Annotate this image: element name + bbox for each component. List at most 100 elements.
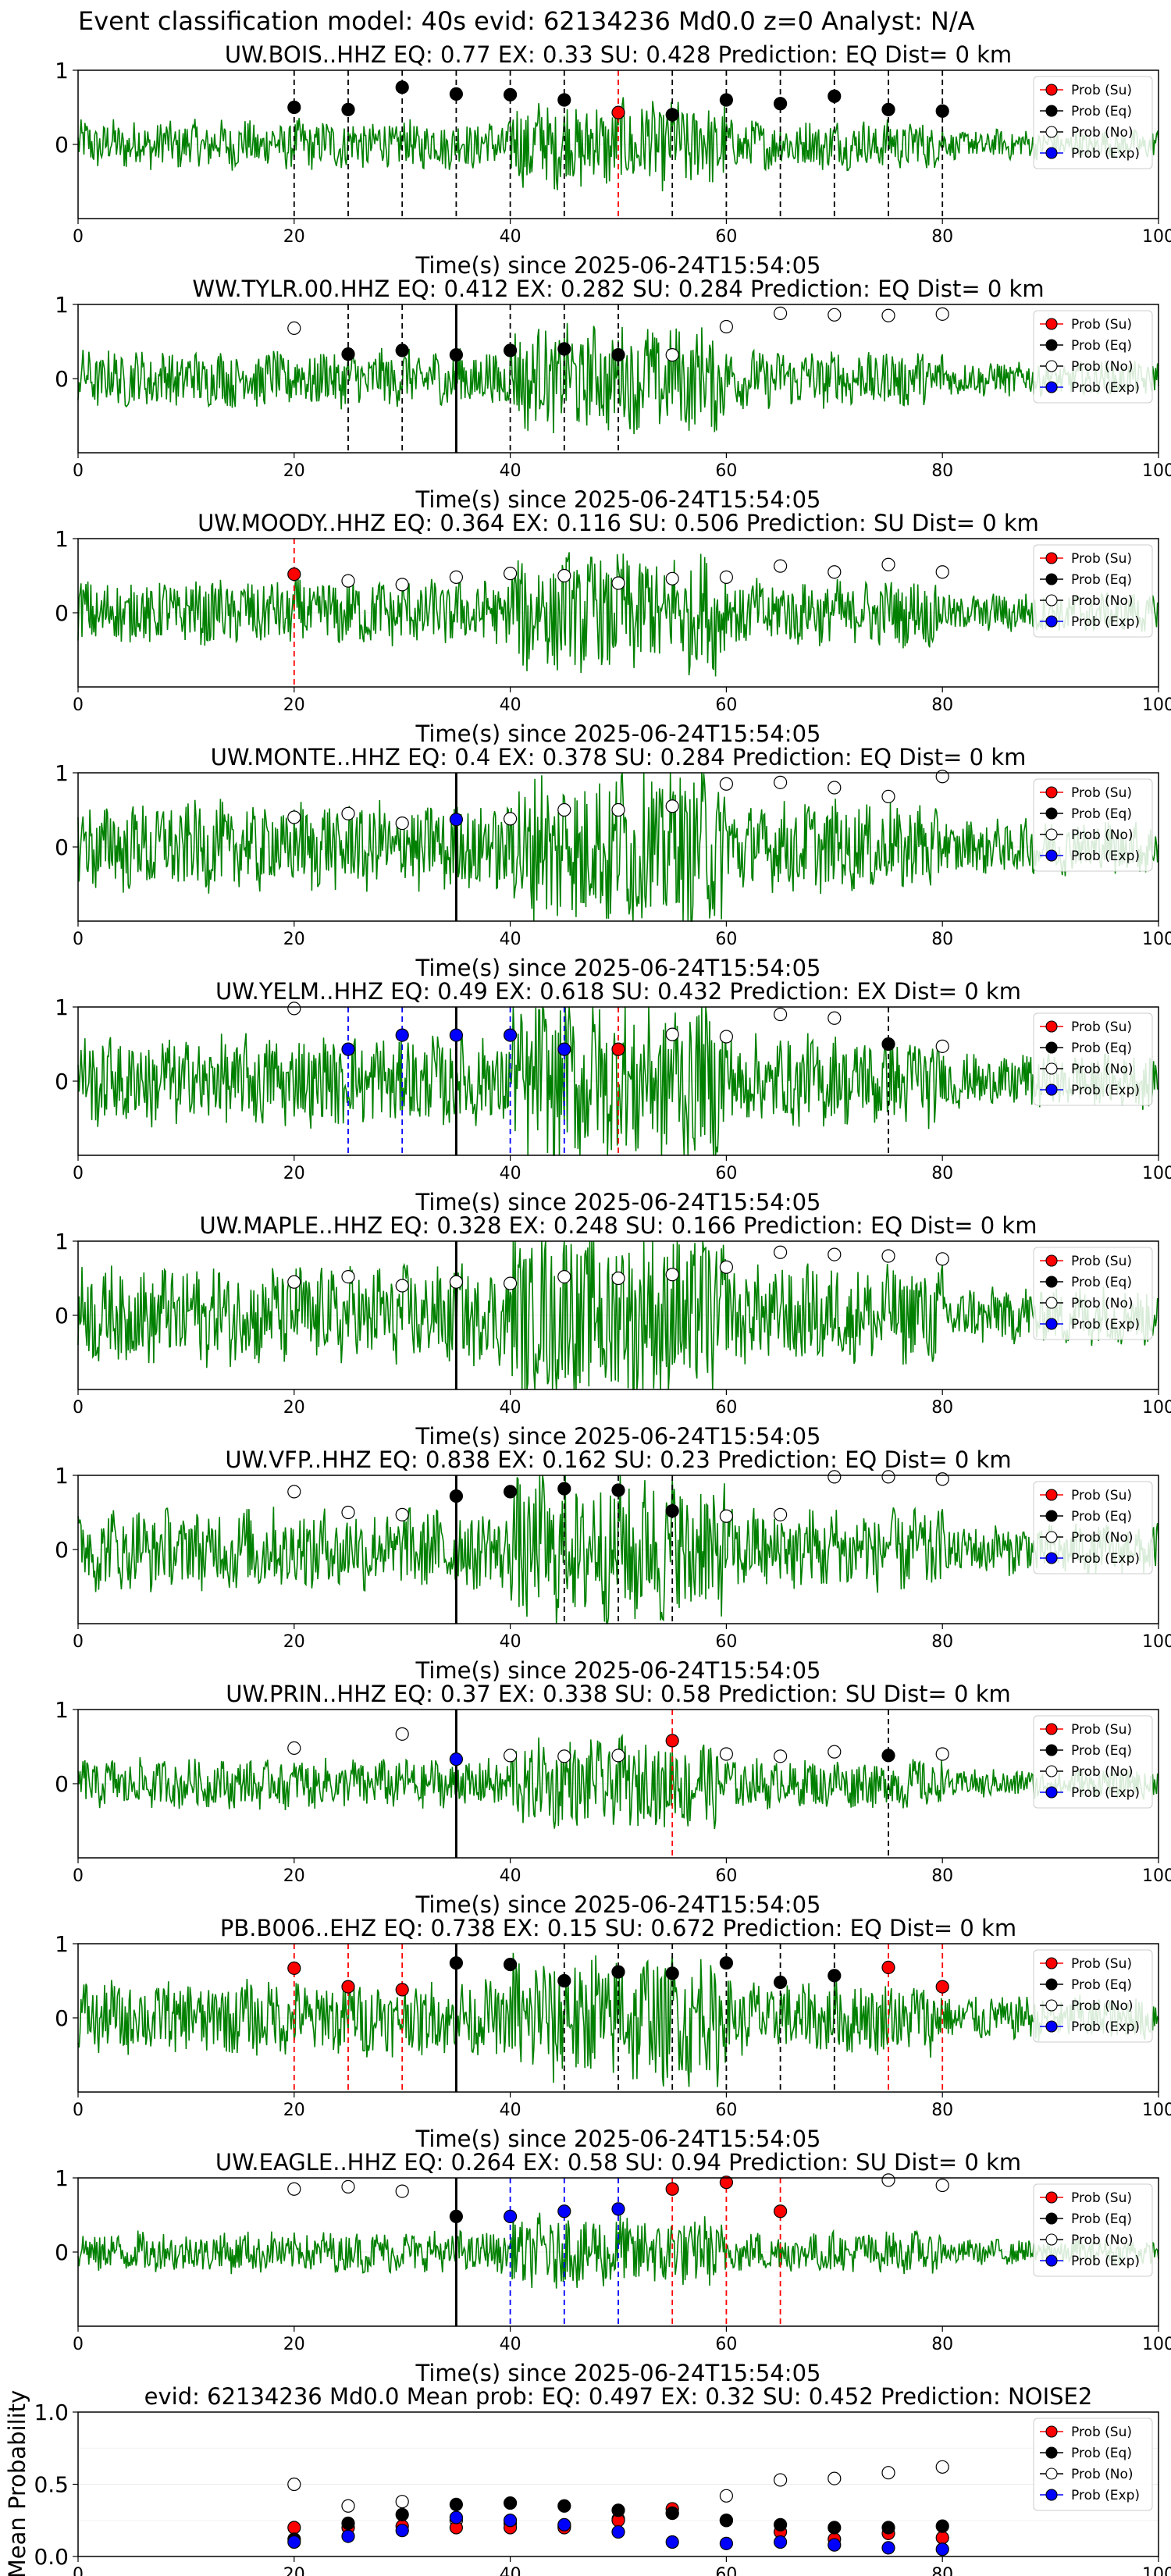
point-no	[395, 2184, 409, 2198]
legend-label: Prob (No)	[1071, 359, 1134, 375]
waveform-trace	[77, 772, 1159, 922]
x-tick-label: 80	[931, 2101, 953, 2120]
point-su	[287, 567, 301, 582]
point-eq	[828, 89, 842, 103]
point-eq	[341, 102, 355, 116]
y-tick-label: 1	[55, 1463, 69, 1489]
x-tick-label: 20	[283, 2101, 305, 2120]
legend-label: Prob (Su)	[1071, 1254, 1132, 1269]
point-exp	[449, 2510, 464, 2524]
point-su	[773, 2204, 788, 2218]
point-no	[395, 2495, 409, 2509]
y-tick-label: 0	[55, 1771, 69, 1797]
point-exp	[557, 1042, 571, 1056]
waveform-trace	[77, 2212, 1159, 2289]
point-no	[828, 1470, 842, 1484]
legend-label: Prob (Exp)	[1071, 1083, 1140, 1098]
y-tick-label: 0	[55, 2005, 69, 2031]
x-tick-label: 60	[715, 1866, 737, 1886]
x-tick-label: 40	[500, 2565, 521, 2576]
legend-marker	[1045, 1318, 1058, 1330]
legend-marker	[1045, 2446, 1058, 2459]
point-eq	[449, 2497, 464, 2511]
panel-title: UW.VFP..HHZ EQ: 0.838 EX: 0.162 SU: 0.23…	[225, 1446, 1011, 1473]
legend-marker	[1045, 339, 1058, 351]
x-tick-label: 0	[73, 1398, 84, 1418]
legend-label: Prob (Su)	[1071, 1956, 1132, 1972]
point-eq	[557, 93, 571, 107]
point-eq	[719, 2514, 734, 2528]
x-tick-label: 100	[1142, 1164, 1171, 1183]
x-tick-label: 20	[283, 1866, 305, 1886]
legend-marker	[1045, 381, 1058, 393]
point-eq	[719, 93, 734, 107]
point-su	[665, 1734, 679, 1748]
point-no	[773, 306, 788, 320]
point-eq	[503, 87, 518, 101]
legend-box	[1033, 310, 1153, 404]
point-no	[503, 812, 518, 826]
point-no	[935, 2460, 949, 2474]
legend-marker	[1045, 2425, 1058, 2438]
legend-box	[1033, 1949, 1153, 2043]
x-tick-label: 20	[283, 1632, 305, 1652]
panel-title: UW.BOIS..HHZ EQ: 0.77 EX: 0.33 SU: 0.428…	[225, 41, 1012, 68]
waveform-trace	[77, 1240, 1159, 1390]
point-no	[935, 565, 949, 579]
y-tick-label: 1	[55, 292, 69, 318]
x-axis-label: Time(s) since 2025-06-24T15:54:05	[415, 955, 821, 981]
point-no	[287, 810, 301, 824]
legend-marker	[1045, 552, 1058, 564]
legend-label: Prob (No)	[1071, 827, 1134, 843]
point-no	[719, 1509, 734, 1523]
point-eq	[395, 2507, 409, 2521]
y-tick-label: 0	[55, 834, 69, 860]
point-no	[935, 1252, 949, 1266]
point-eq	[449, 1956, 464, 1970]
legend-marker	[1045, 1999, 1058, 2012]
waveform-trace	[77, 97, 1159, 192]
x-tick-label: 40	[500, 2101, 521, 2120]
point-no	[287, 2477, 301, 2492]
point-exp	[449, 813, 464, 827]
legend-box	[1033, 1247, 1153, 1340]
legend-marker	[1045, 1062, 1058, 1075]
legend-label: Prob (Exp)	[1071, 1785, 1140, 1801]
legend-label: Prob (Exp)	[1071, 2488, 1140, 2503]
x-tick-label: 60	[715, 1632, 737, 1652]
point-no	[341, 1269, 355, 1284]
point-eq	[449, 2209, 464, 2223]
x-tick-label: 80	[931, 696, 953, 715]
x-tick-label: 40	[500, 1164, 521, 1183]
point-no	[557, 1269, 571, 1284]
x-tick-label: 60	[715, 1164, 737, 1183]
legend-label: Prob (Su)	[1071, 2425, 1132, 2440]
point-eq	[935, 2519, 949, 2533]
x-tick-label: 20	[283, 1164, 305, 1183]
legend-marker	[1045, 1723, 1058, 1735]
point-no	[828, 308, 842, 322]
x-tick-label: 80	[931, 2565, 953, 2576]
point-no	[719, 319, 734, 334]
legend-marker	[1045, 615, 1058, 628]
point-no	[341, 2499, 355, 2513]
point-eq	[449, 348, 464, 362]
point-no	[287, 1275, 301, 1289]
point-no	[503, 1276, 518, 1290]
legend-label: Prob (No)	[1071, 1764, 1134, 1780]
x-tick-label: 80	[931, 1398, 953, 1418]
y-tick-label: 1	[55, 1697, 69, 1723]
point-no	[395, 578, 409, 592]
point-no	[503, 567, 518, 581]
x-axis-label: Time(s) since 2025-06-24T15:54:05	[415, 1423, 821, 1450]
point-no	[287, 1002, 301, 1016]
panel-6: 0 20 40 60 80 100 0 1 UW.MAPLE..HHZ EQ: 0.328 EX…	[55, 1212, 1171, 1450]
point-no	[881, 2173, 895, 2187]
legend-marker	[1045, 1786, 1058, 1799]
x-tick-label: 0	[73, 2101, 84, 2120]
point-exp	[611, 2202, 625, 2216]
point-eq	[611, 1483, 625, 1497]
point-no	[881, 1249, 895, 1263]
point-no	[449, 1275, 464, 1289]
point-no	[287, 2182, 301, 2196]
